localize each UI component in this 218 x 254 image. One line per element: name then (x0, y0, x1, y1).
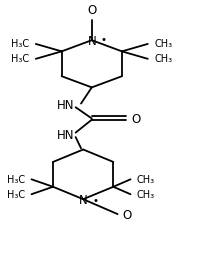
Text: CH₃: CH₃ (137, 174, 155, 184)
Text: N: N (87, 35, 96, 47)
Text: H₃C: H₃C (11, 54, 29, 64)
Text: CH₃: CH₃ (154, 54, 172, 64)
Text: •: • (92, 196, 98, 206)
Text: CH₃: CH₃ (137, 189, 155, 199)
Text: O: O (122, 208, 132, 221)
Text: O: O (87, 4, 96, 17)
Text: HN: HN (57, 99, 75, 112)
Text: H₃C: H₃C (7, 189, 25, 199)
Text: O: O (131, 113, 140, 126)
Text: HN: HN (57, 129, 75, 141)
Text: N: N (79, 193, 88, 206)
Text: H₃C: H₃C (11, 39, 29, 49)
Text: H₃C: H₃C (7, 174, 25, 184)
Text: CH₃: CH₃ (154, 39, 172, 49)
Text: •: • (101, 35, 107, 45)
